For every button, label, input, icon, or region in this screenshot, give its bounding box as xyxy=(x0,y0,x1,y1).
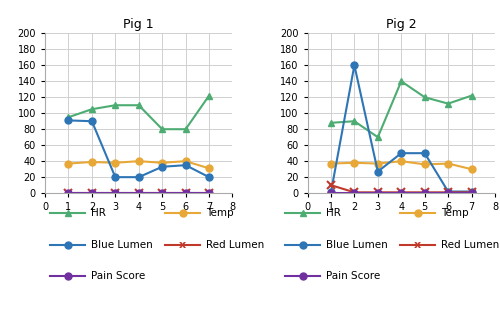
Pain Score xyxy=(182,191,188,195)
Line: Blue Lumen: Blue Lumen xyxy=(65,117,212,180)
Temp xyxy=(422,163,428,166)
HR xyxy=(375,135,381,139)
HR xyxy=(112,103,118,107)
Pain Score xyxy=(159,191,165,195)
Blue Lumen xyxy=(328,190,334,194)
Red Lumen xyxy=(328,183,334,187)
Text: Temp: Temp xyxy=(441,208,468,218)
Red Lumen xyxy=(89,191,95,195)
Line: Temp: Temp xyxy=(65,158,212,172)
Temp xyxy=(445,162,451,166)
Text: Red Lumen: Red Lumen xyxy=(441,240,500,250)
Blue Lumen xyxy=(422,151,428,155)
Title: Pig 2: Pig 2 xyxy=(386,18,416,31)
Blue Lumen xyxy=(398,151,404,155)
Temp xyxy=(159,161,165,165)
Temp xyxy=(398,159,404,163)
Red Lumen xyxy=(112,191,118,195)
Text: Pain Score: Pain Score xyxy=(326,271,380,281)
HR xyxy=(328,121,334,125)
Temp xyxy=(89,160,95,164)
Blue Lumen xyxy=(182,163,188,167)
HR xyxy=(182,127,188,131)
Line: HR: HR xyxy=(328,78,475,141)
Line: Blue Lumen: Blue Lumen xyxy=(328,62,475,196)
Blue Lumen xyxy=(89,119,95,123)
Text: Temp: Temp xyxy=(206,208,234,218)
Text: Red Lumen: Red Lumen xyxy=(206,240,264,250)
Pain Score xyxy=(89,191,95,195)
Line: Red Lumen: Red Lumen xyxy=(64,189,213,197)
Red Lumen xyxy=(159,191,165,195)
Temp xyxy=(352,161,358,165)
Pain Score xyxy=(468,191,474,195)
HR xyxy=(159,127,165,131)
Red Lumen xyxy=(398,190,404,194)
Blue Lumen xyxy=(136,175,142,179)
Temp xyxy=(66,162,71,166)
Pain Score xyxy=(66,191,71,195)
Line: Temp: Temp xyxy=(328,158,475,172)
Text: HR: HR xyxy=(326,208,341,218)
HR xyxy=(136,103,142,107)
Red Lumen xyxy=(375,190,381,194)
Red Lumen xyxy=(136,191,142,195)
Temp xyxy=(375,162,381,166)
Text: Blue Lumen: Blue Lumen xyxy=(326,240,388,250)
HR xyxy=(206,94,212,98)
Pain Score xyxy=(445,191,451,195)
HR xyxy=(398,79,404,83)
Temp xyxy=(182,159,188,163)
Red Lumen xyxy=(352,190,358,194)
Pain Score xyxy=(136,191,142,195)
Blue Lumen xyxy=(206,175,212,179)
Pain Score xyxy=(352,191,358,195)
Temp xyxy=(206,166,212,170)
Blue Lumen xyxy=(159,165,165,169)
Blue Lumen xyxy=(445,189,451,193)
Temp xyxy=(112,161,118,165)
Line: Pain Score: Pain Score xyxy=(328,190,475,196)
Blue Lumen xyxy=(375,169,381,173)
Pain Score xyxy=(422,191,428,195)
Blue Lumen xyxy=(468,189,474,193)
HR xyxy=(352,119,358,123)
HR xyxy=(468,94,474,98)
Pain Score xyxy=(206,191,212,195)
Pain Score xyxy=(112,191,118,195)
Red Lumen xyxy=(422,190,428,194)
Text: Pain Score: Pain Score xyxy=(91,271,145,281)
Line: Red Lumen: Red Lumen xyxy=(327,181,476,196)
Pain Score xyxy=(328,191,334,195)
Temp xyxy=(328,162,334,166)
HR xyxy=(66,115,71,119)
HR xyxy=(422,95,428,99)
Line: HR: HR xyxy=(65,92,212,133)
HR xyxy=(89,107,95,111)
Text: Blue Lumen: Blue Lumen xyxy=(91,240,153,250)
Pain Score xyxy=(398,191,404,195)
HR xyxy=(445,102,451,106)
Temp xyxy=(136,159,142,163)
Red Lumen xyxy=(206,191,212,195)
Blue Lumen xyxy=(352,63,358,67)
Line: Pain Score: Pain Score xyxy=(65,190,212,196)
Text: x: x xyxy=(414,240,421,250)
Red Lumen xyxy=(445,190,451,194)
Text: HR: HR xyxy=(91,208,106,218)
Red Lumen xyxy=(182,191,188,195)
Red Lumen xyxy=(468,190,474,194)
Title: Pig 1: Pig 1 xyxy=(124,18,154,31)
Blue Lumen xyxy=(66,119,71,123)
Text: x: x xyxy=(179,240,186,250)
Temp xyxy=(468,167,474,171)
Blue Lumen xyxy=(112,175,118,179)
Red Lumen xyxy=(66,191,71,195)
Pain Score xyxy=(375,191,381,195)
